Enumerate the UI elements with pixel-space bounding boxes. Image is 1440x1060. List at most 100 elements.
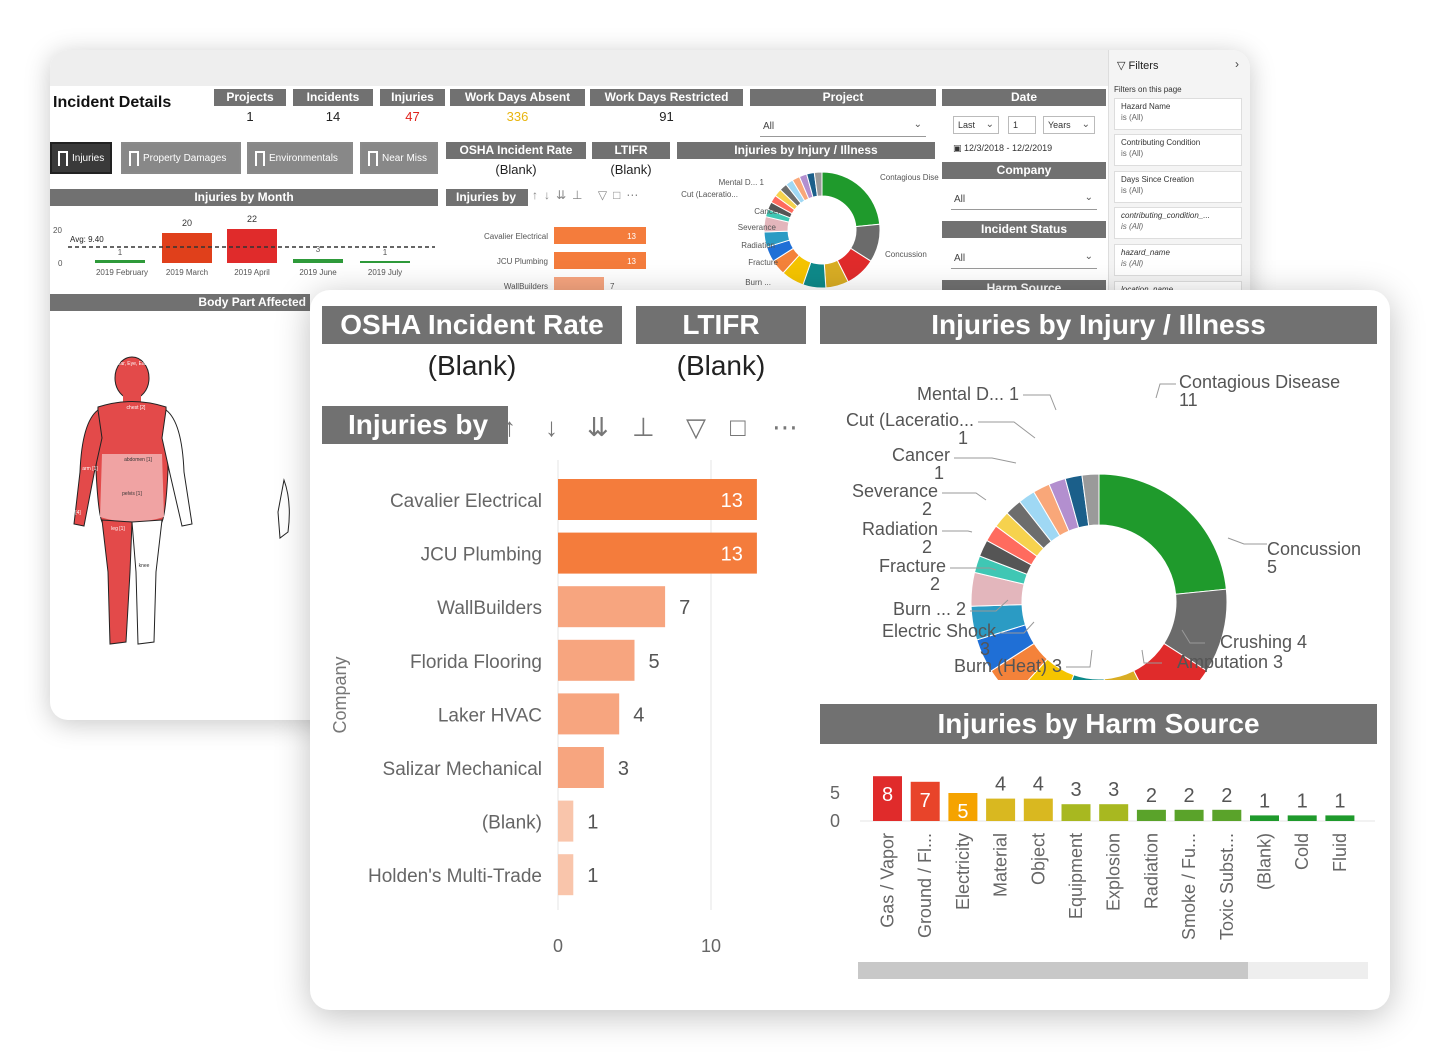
body-label: pelvis [1] (122, 491, 142, 497)
company-value-label: 3 (618, 758, 629, 780)
date-unit-value: Years (1048, 120, 1071, 130)
company-bar[interactable] (558, 586, 666, 628)
harm-value-label: 1 (1259, 790, 1270, 812)
filter-card[interactable]: Days Since Creation is (All) (1114, 171, 1242, 203)
date-unit-select[interactable]: Years ⌄ (1043, 116, 1095, 134)
harm-value-label: 3 (1108, 779, 1119, 801)
bookmark-icon (255, 150, 265, 166)
near-miss-bookmark-button[interactable]: Near Miss (360, 142, 438, 174)
expand-all-down-icon[interactable]: ⇊ (587, 412, 609, 442)
company-value-label: 13 (721, 544, 743, 566)
month-bar[interactable] (95, 260, 145, 263)
company-bar-small[interactable] (554, 252, 646, 269)
harm-bar[interactable] (1287, 815, 1317, 821)
callout-leader-line (942, 530, 973, 533)
donut-slice[interactable] (1098, 473, 1227, 595)
donut-callout-label: Severance (852, 481, 938, 501)
filter-card[interactable]: Contributing Condition is (All) (1114, 134, 1242, 166)
kpi-injuries-value: 47 (405, 109, 420, 124)
month-x-label: 2019 March (166, 268, 208, 277)
donut-callout-value: 1 (934, 463, 944, 483)
month-x-label: 2019 June (299, 268, 337, 277)
injuries-bookmark-button[interactable]: Injuries (50, 142, 112, 174)
date-number-input[interactable]: 1 (1008, 116, 1036, 134)
mini-donut-slice[interactable] (821, 171, 881, 228)
filter-card[interactable]: hazard_name is (All) (1114, 244, 1242, 276)
body-right-leg[interactable] (131, 519, 163, 645)
company-bar-small[interactable] (554, 227, 646, 244)
ltifr-value: (Blank) (676, 350, 766, 381)
harm-bar[interactable] (1023, 798, 1053, 821)
harm-bar[interactable] (1250, 815, 1279, 821)
company-bar[interactable] (558, 854, 574, 896)
drill-down-icon[interactable]: ⊥ (632, 412, 655, 442)
harm-bar[interactable] (910, 781, 940, 821)
filter-icon[interactable]: ▽ (686, 412, 706, 442)
month-bar[interactable] (162, 233, 212, 263)
body-right-arm[interactable] (161, 409, 193, 527)
mini-donut-label: Fracture (748, 258, 778, 267)
company-bar[interactable] (558, 747, 604, 788)
harm-bar[interactable] (1099, 804, 1129, 821)
harm-category-label: (Blank) (1255, 833, 1275, 890)
report-top-strip (50, 50, 1110, 86)
body-left-arm[interactable] (73, 409, 103, 527)
donut-slice[interactable] (1103, 670, 1157, 680)
donut-slice[interactable] (1133, 642, 1208, 680)
company-value-small: 7 (610, 282, 615, 290)
scrollbar-thumb[interactable] (858, 962, 1248, 979)
harm-bar[interactable] (1136, 809, 1166, 821)
donut-callout-label: Cut (Laceratio... (846, 410, 974, 430)
body-abdomen[interactable] (100, 454, 164, 522)
environmentals-bookmark-button[interactable]: Environmentals (247, 142, 353, 174)
month-y-tick: 20 (53, 226, 62, 235)
company-label-small: Cavalier Electrical (484, 232, 548, 241)
company-bar[interactable] (558, 639, 635, 681)
sort-descending-icon[interactable]: ↓ (545, 412, 558, 442)
harm-bar[interactable] (1212, 809, 1242, 821)
harm-bar[interactable] (1325, 815, 1355, 821)
incident-status-dropdown[interactable]: All ⌄ (951, 249, 1097, 269)
chevron-right-icon[interactable]: › (1235, 57, 1239, 71)
harm-value-label: 4 (1033, 774, 1044, 796)
month-bar[interactable] (293, 259, 343, 263)
harm-category-label: Gas / Vapor (878, 833, 898, 928)
callout-leader-line (970, 599, 1009, 612)
x-tick-label: 0 (553, 936, 563, 956)
month-value-label: 22 (247, 214, 257, 224)
project-dropdown[interactable]: All ⌄ (760, 117, 926, 137)
donut-slice[interactable] (1057, 674, 1108, 680)
mini-donut-slice[interactable] (813, 171, 823, 197)
more-options-icon[interactable]: ⋯ (772, 412, 798, 442)
donut-callout-value: 1 (958, 428, 968, 448)
focus-mode-icon[interactable]: □ (730, 412, 746, 442)
body-left-leg[interactable] (101, 519, 133, 645)
filter-card[interactable]: Hazard Name is (All) (1114, 98, 1242, 130)
chevron-down-icon: ⌄ (913, 119, 922, 130)
property-damages-bookmark-button[interactable]: Property Damages (121, 142, 241, 174)
company-dropdown[interactable]: All ⌄ (951, 190, 1097, 210)
bookmark-icon (368, 150, 378, 166)
harm-category-label: Material (991, 833, 1011, 897)
donut-slice[interactable] (1081, 473, 1100, 527)
harm-bar[interactable] (986, 798, 1016, 821)
month-bar[interactable] (227, 229, 277, 263)
company-bar[interactable] (558, 479, 757, 520)
company-bar[interactable] (558, 693, 620, 735)
company-bar-small[interactable] (554, 277, 604, 290)
harm-bar[interactable] (873, 776, 902, 821)
sort-ascending-icon[interactable]: ↑ (503, 412, 516, 442)
kpi-work-days-absent-label: Work Days Absent (450, 89, 585, 106)
harm-bar[interactable] (1061, 804, 1091, 821)
filter-card[interactable]: contributing_condition_... is (All) (1114, 207, 1242, 239)
horizontal-scrollbar[interactable] (858, 962, 1368, 979)
company-bar[interactable] (558, 532, 757, 574)
month-bar[interactable] (360, 261, 410, 263)
mini-donut-ring (763, 171, 881, 289)
chevron-down-icon: ⌄ (1081, 119, 1090, 130)
date-relative-select[interactable]: Last ⌄ (953, 116, 999, 134)
company-bar[interactable] (558, 800, 574, 842)
harm-value-label: 1 (1334, 790, 1345, 812)
harm-bar[interactable] (948, 793, 978, 821)
harm-bar[interactable] (1174, 809, 1204, 821)
